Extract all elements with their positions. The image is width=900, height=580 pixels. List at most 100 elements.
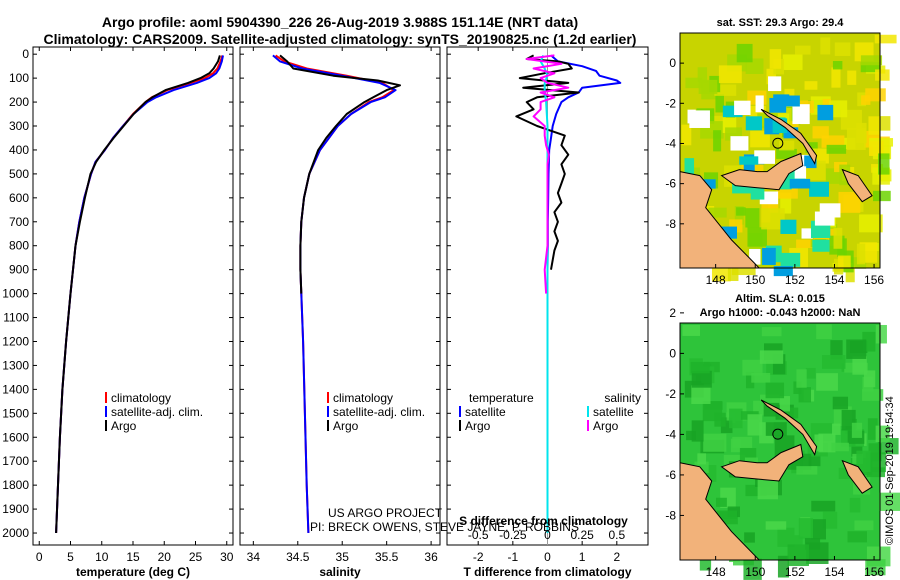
field-cell <box>729 408 743 429</box>
field-cell <box>682 324 701 336</box>
field-cell <box>747 227 767 247</box>
field-cell <box>831 423 841 435</box>
map-y-tick-label: -2 <box>665 387 676 401</box>
coastline <box>760 108 818 165</box>
field-cell <box>716 510 738 519</box>
field-cell <box>805 367 816 379</box>
coastline <box>841 459 873 494</box>
x-tick-label: 10 <box>95 550 109 564</box>
field-gap <box>684 158 695 177</box>
x2-axis-label: S difference from climatology <box>459 514 628 528</box>
x2-tick-label: 0 <box>544 528 551 542</box>
field-cell <box>862 389 884 401</box>
field-cell <box>847 257 867 269</box>
field-cell <box>816 373 838 391</box>
field-cell <box>780 192 792 214</box>
field-cell <box>742 359 763 376</box>
sal-legend-label: Argo <box>333 419 359 433</box>
map-y-tick-label: 2 <box>669 306 676 320</box>
field-cell <box>686 430 696 441</box>
title-line-1: Argo profile: aoml 5904390_226 26-Aug-20… <box>101 14 579 30</box>
field-cell <box>856 450 871 472</box>
diff-legend-s-label: Argo <box>593 419 619 433</box>
field-cell <box>703 433 727 452</box>
credit-project: US ARGO PROJECT <box>328 506 443 520</box>
field-cell <box>878 153 890 175</box>
x-tick-label: 5 <box>67 550 74 564</box>
depth-tick-label: 1900 <box>2 502 29 516</box>
field-cell <box>751 372 771 383</box>
coastline <box>760 399 818 457</box>
field-gap <box>722 105 743 118</box>
field-gap <box>732 183 755 194</box>
field-cell <box>849 497 861 513</box>
field-cell <box>879 492 900 511</box>
series-line-argo <box>55 55 221 534</box>
field-cell <box>731 264 756 276</box>
map-x-tick-label: 156 <box>864 565 884 579</box>
field-cell <box>765 382 785 399</box>
field-cell <box>854 520 874 531</box>
coastline <box>720 152 804 191</box>
depth-tick-label: 1200 <box>2 334 29 348</box>
x-tick-label: -2 <box>473 550 484 564</box>
field-cell <box>691 385 711 404</box>
depth-tick-label: 0 <box>22 47 29 61</box>
x-tick-label: -1 <box>508 550 519 564</box>
map-x-tick-label: 154 <box>824 273 844 287</box>
sst-map-group <box>679 32 897 283</box>
depth-tick-label: 2000 <box>2 526 29 540</box>
series-line-satellite-adj-clim- <box>55 55 224 534</box>
field-cell <box>691 420 704 442</box>
field-cell <box>694 461 709 473</box>
map-x-tick-label: 152 <box>785 273 805 287</box>
field-cell <box>865 559 886 576</box>
map-frame <box>679 32 881 269</box>
field-cell <box>838 255 851 269</box>
x-tick-label: 34 <box>247 550 261 564</box>
field-cell <box>777 527 795 547</box>
map-x-tick-label: 150 <box>745 565 765 579</box>
field-cell <box>697 453 707 465</box>
map-y-tick-label: -2 <box>665 96 676 110</box>
field-cell <box>875 324 887 344</box>
field-cell <box>794 45 811 55</box>
argo-position-marker <box>772 428 784 440</box>
field-cell <box>745 371 755 389</box>
title-line-2: Climatology: CARS2009. Satellite-adjuste… <box>43 31 637 47</box>
field-gap <box>780 252 801 267</box>
depth-tick-label: 300 <box>9 119 29 133</box>
field-cell <box>777 555 789 578</box>
x-tick-label: 15 <box>126 550 140 564</box>
field-cell <box>826 144 847 154</box>
map-x-tick-label: 148 <box>706 273 726 287</box>
credit-pi: PI: BRECK OWENS, STEVE JAYNE, P. ROBBINS <box>310 520 579 534</box>
x-axis-label: T difference from climatology <box>463 565 631 579</box>
field-cell <box>846 128 866 150</box>
coastline <box>720 443 804 482</box>
field-cell <box>830 340 843 360</box>
field-cell <box>808 454 821 467</box>
depth-tick-label: 1600 <box>2 430 29 444</box>
map-y-tick-label: -8 <box>665 217 676 231</box>
field-gap <box>780 95 800 107</box>
sla-map-title-2: Argo h1000: -0.043 h2000: NaN <box>700 307 861 319</box>
field-cell <box>838 191 861 213</box>
field-cell <box>851 438 863 457</box>
map-frame <box>679 322 881 561</box>
depth-tick-label: 500 <box>9 167 29 181</box>
field-cell <box>730 438 741 453</box>
field-cell <box>794 535 803 545</box>
map-y-tick-label: -6 <box>665 177 676 191</box>
field-cell <box>804 81 818 90</box>
field-cell <box>776 148 797 159</box>
field-gap <box>768 76 782 92</box>
temp-legend-label: climatology <box>111 391 171 405</box>
field-cell <box>744 532 755 543</box>
diff-legend-t-label: Argo <box>465 419 491 433</box>
field-cell <box>698 79 718 94</box>
field-cell <box>782 54 803 70</box>
depth-tick-label: 400 <box>9 143 29 157</box>
depth-tick-label: 700 <box>9 215 29 229</box>
field-cell <box>875 69 890 81</box>
